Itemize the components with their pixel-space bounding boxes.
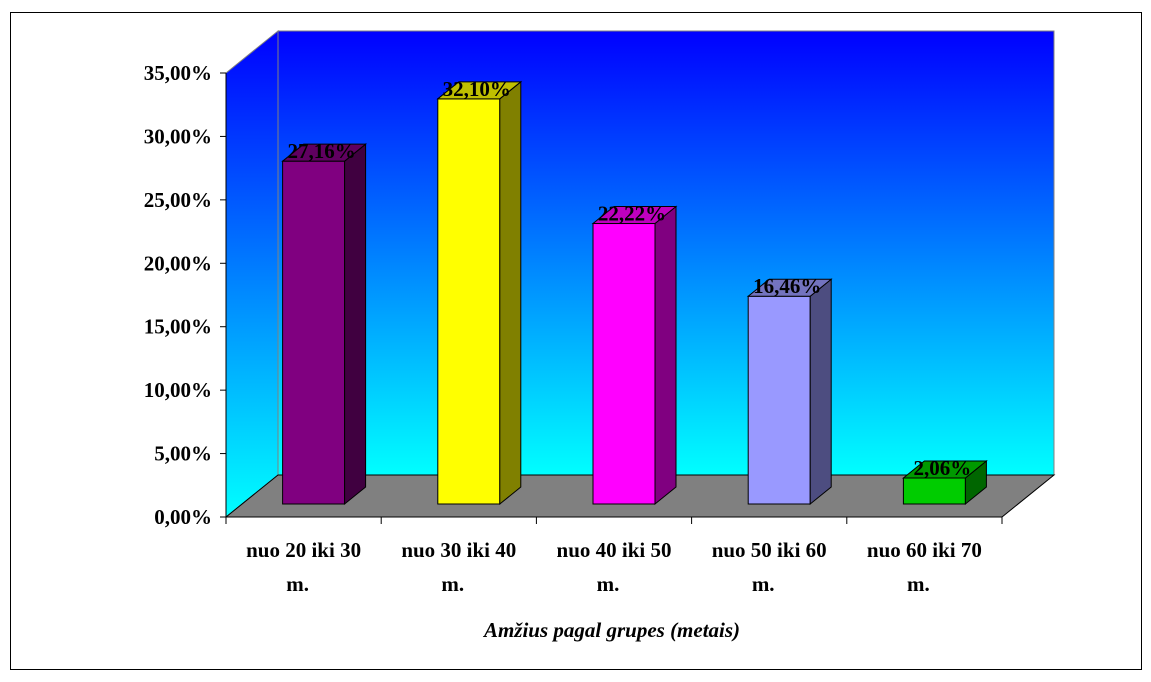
- x-axis-title: Amžius pagal grupes (metais): [482, 618, 740, 642]
- x-tick-label-line2: m.: [907, 572, 930, 596]
- bar-top: [436, 81, 523, 100]
- x-tick-label: nuo 40 iki 50: [557, 538, 672, 562]
- bar: [281, 143, 368, 506]
- x-tick-label-line2: m.: [752, 572, 775, 596]
- x-tick-label-line2: m.: [597, 572, 620, 596]
- x-tick-label: nuo 60 iki 70: [867, 538, 982, 562]
- side-wall: [225, 29, 279, 519]
- x-tick-label: nuo 20 iki 30: [246, 538, 361, 562]
- x-tick-label: nuo 50 iki 60: [712, 538, 827, 562]
- y-tick-label: 0,00%: [154, 505, 212, 529]
- data-label: 16,46%: [753, 274, 821, 298]
- bar-top: [281, 143, 368, 162]
- bar-front: [282, 160, 346, 505]
- x-tick-label: nuo 30 iki 40: [401, 538, 516, 562]
- bar-top: [746, 278, 833, 297]
- data-label: 22,22%: [598, 202, 666, 226]
- bar-top: [901, 460, 988, 479]
- y-tick-label: 30,00%: [144, 124, 212, 148]
- bar-front: [437, 98, 501, 505]
- bar-side: [499, 80, 522, 506]
- bar-side: [654, 205, 677, 506]
- bar-front: [902, 477, 966, 505]
- bar-front: [592, 223, 656, 505]
- y-tick-label: 15,00%: [144, 315, 212, 339]
- data-label: 27,16%: [287, 139, 355, 163]
- bar: [746, 278, 833, 506]
- bar-top: [591, 206, 678, 225]
- data-label: 2,06%: [914, 456, 972, 480]
- bar-front: [747, 295, 811, 505]
- y-tick-label: 35,00%: [144, 61, 212, 85]
- y-tick-label: 25,00%: [144, 188, 212, 212]
- bar-side: [809, 278, 832, 506]
- bar: [436, 80, 523, 506]
- bar: [591, 205, 678, 506]
- x-tick-label-line2: m.: [441, 572, 464, 596]
- y-tick-label: 10,00%: [144, 378, 212, 402]
- x-tick-label-line2: m.: [286, 572, 309, 596]
- bar: [901, 459, 988, 506]
- y-tick-label: 20,00%: [144, 251, 212, 275]
- data-label: 32,10%: [443, 77, 511, 101]
- y-tick-label: 5,00%: [154, 442, 212, 466]
- bar-side: [344, 143, 367, 506]
